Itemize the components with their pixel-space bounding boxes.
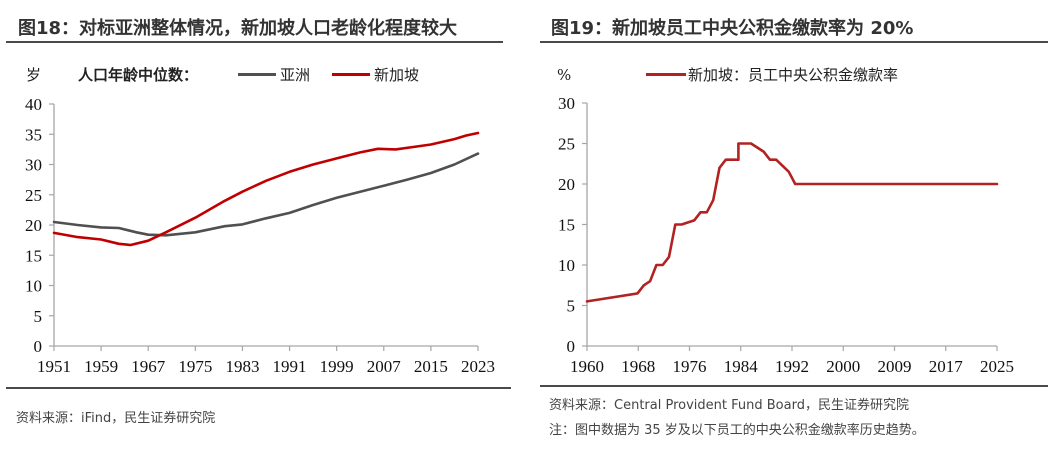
left-y-tick-label: 30 [25, 156, 42, 175]
right-series-line-0 [585, 142, 999, 303]
legend-swatch-singapore [332, 73, 371, 76]
legend-swatch-asia [238, 73, 276, 76]
left-legend-title: 人口年龄中位数： [78, 66, 199, 84]
legend-swatch-cpf [646, 73, 686, 76]
left-chart: 0 5 10 15 20 25 30 35 40 1951 1959 1967 1975 1983 1991… [25, 95, 495, 376]
left-unit-label: 岁 [26, 66, 42, 84]
left-series-line-1 [52, 131, 480, 247]
right-bottom-rule [540, 385, 1048, 387]
right-chart-title: 图19：新加坡员工中央公积金缴款率为 20% [551, 18, 914, 39]
left-x-tick-label: 2015 [414, 357, 448, 376]
left-chart-title: 图18：对标亚洲整体情况，新加坡人口老龄化程度较大 [18, 18, 458, 39]
left-x-tick-label: 1959 [84, 357, 118, 376]
left-y-tick-label: 15 [25, 246, 42, 265]
legend-label-asia: 亚洲 [280, 66, 311, 84]
left-bottom-rule [6, 387, 511, 389]
right-x-tick-label: 1960 [570, 357, 604, 376]
right-x-tick-label: 2000 [826, 357, 860, 376]
left-y-tick-label: 20 [25, 216, 42, 235]
right-x-tick-label: 2009 [878, 357, 912, 376]
left-y-tick-label: 5 [34, 307, 43, 326]
left-legend: 亚洲 新加坡 [238, 64, 419, 85]
left-series-line-0 [52, 152, 480, 237]
left-x-tick-label: 1991 [273, 357, 307, 376]
right-unit-label: % [557, 66, 572, 84]
left-title-rule [6, 41, 503, 43]
right-y-tick-label: 10 [558, 256, 575, 275]
right-title-rule [540, 41, 1048, 43]
legend-label-singapore: 新加坡 [374, 66, 420, 84]
left-y-tick-label: 0 [34, 337, 43, 356]
right-y-tick-label: 25 [558, 135, 575, 154]
right-y-tick-label: 5 [567, 297, 576, 316]
left-x-tick-label: 1967 [131, 357, 166, 376]
right-y-tick-label: 30 [558, 94, 575, 113]
left-x-tick-label: 1999 [320, 357, 354, 376]
left-x-tick-label: 2007 [367, 357, 402, 376]
left-x-tick-label: 1975 [178, 357, 212, 376]
legend-label-cpf: 新加坡：员工中央公积金缴款率 [688, 66, 899, 84]
right-legend: 新加坡：员工中央公积金缴款率 [646, 64, 898, 85]
right-x-tick-label: 1984 [724, 357, 759, 376]
right-y-tick-label: 15 [558, 216, 575, 235]
right-source: 资料来源：Central Provident Fund Board，民生证券研究… [549, 398, 909, 413]
right-x-tick-label: 1992 [775, 357, 809, 376]
left-source: 资料来源：iFind，民生证券研究院 [16, 411, 216, 426]
left-y-tick-label: 40 [25, 95, 42, 114]
left-y-tick-label: 35 [25, 125, 42, 144]
right-x-tick-label: 2017 [929, 357, 964, 376]
right-y-tick-label: 20 [558, 175, 575, 194]
left-x-tick-label: 2023 [461, 357, 495, 376]
left-x-tick-label: 1983 [225, 357, 259, 376]
right-x-tick-label: 1968 [621, 357, 655, 376]
right-x-tick-label: 2025 [980, 357, 1014, 376]
left-x-tick-label: 1951 [37, 357, 71, 376]
right-x-tick-label: 1976 [673, 357, 707, 376]
right-y-tick-label: 0 [567, 337, 576, 356]
left-y-tick-label: 25 [25, 186, 42, 205]
left-y-tick-label: 10 [25, 277, 42, 296]
right-note: 注：图中数据为 35 岁及以下员工的中央公积金缴款率历史趋势。 [549, 423, 925, 438]
